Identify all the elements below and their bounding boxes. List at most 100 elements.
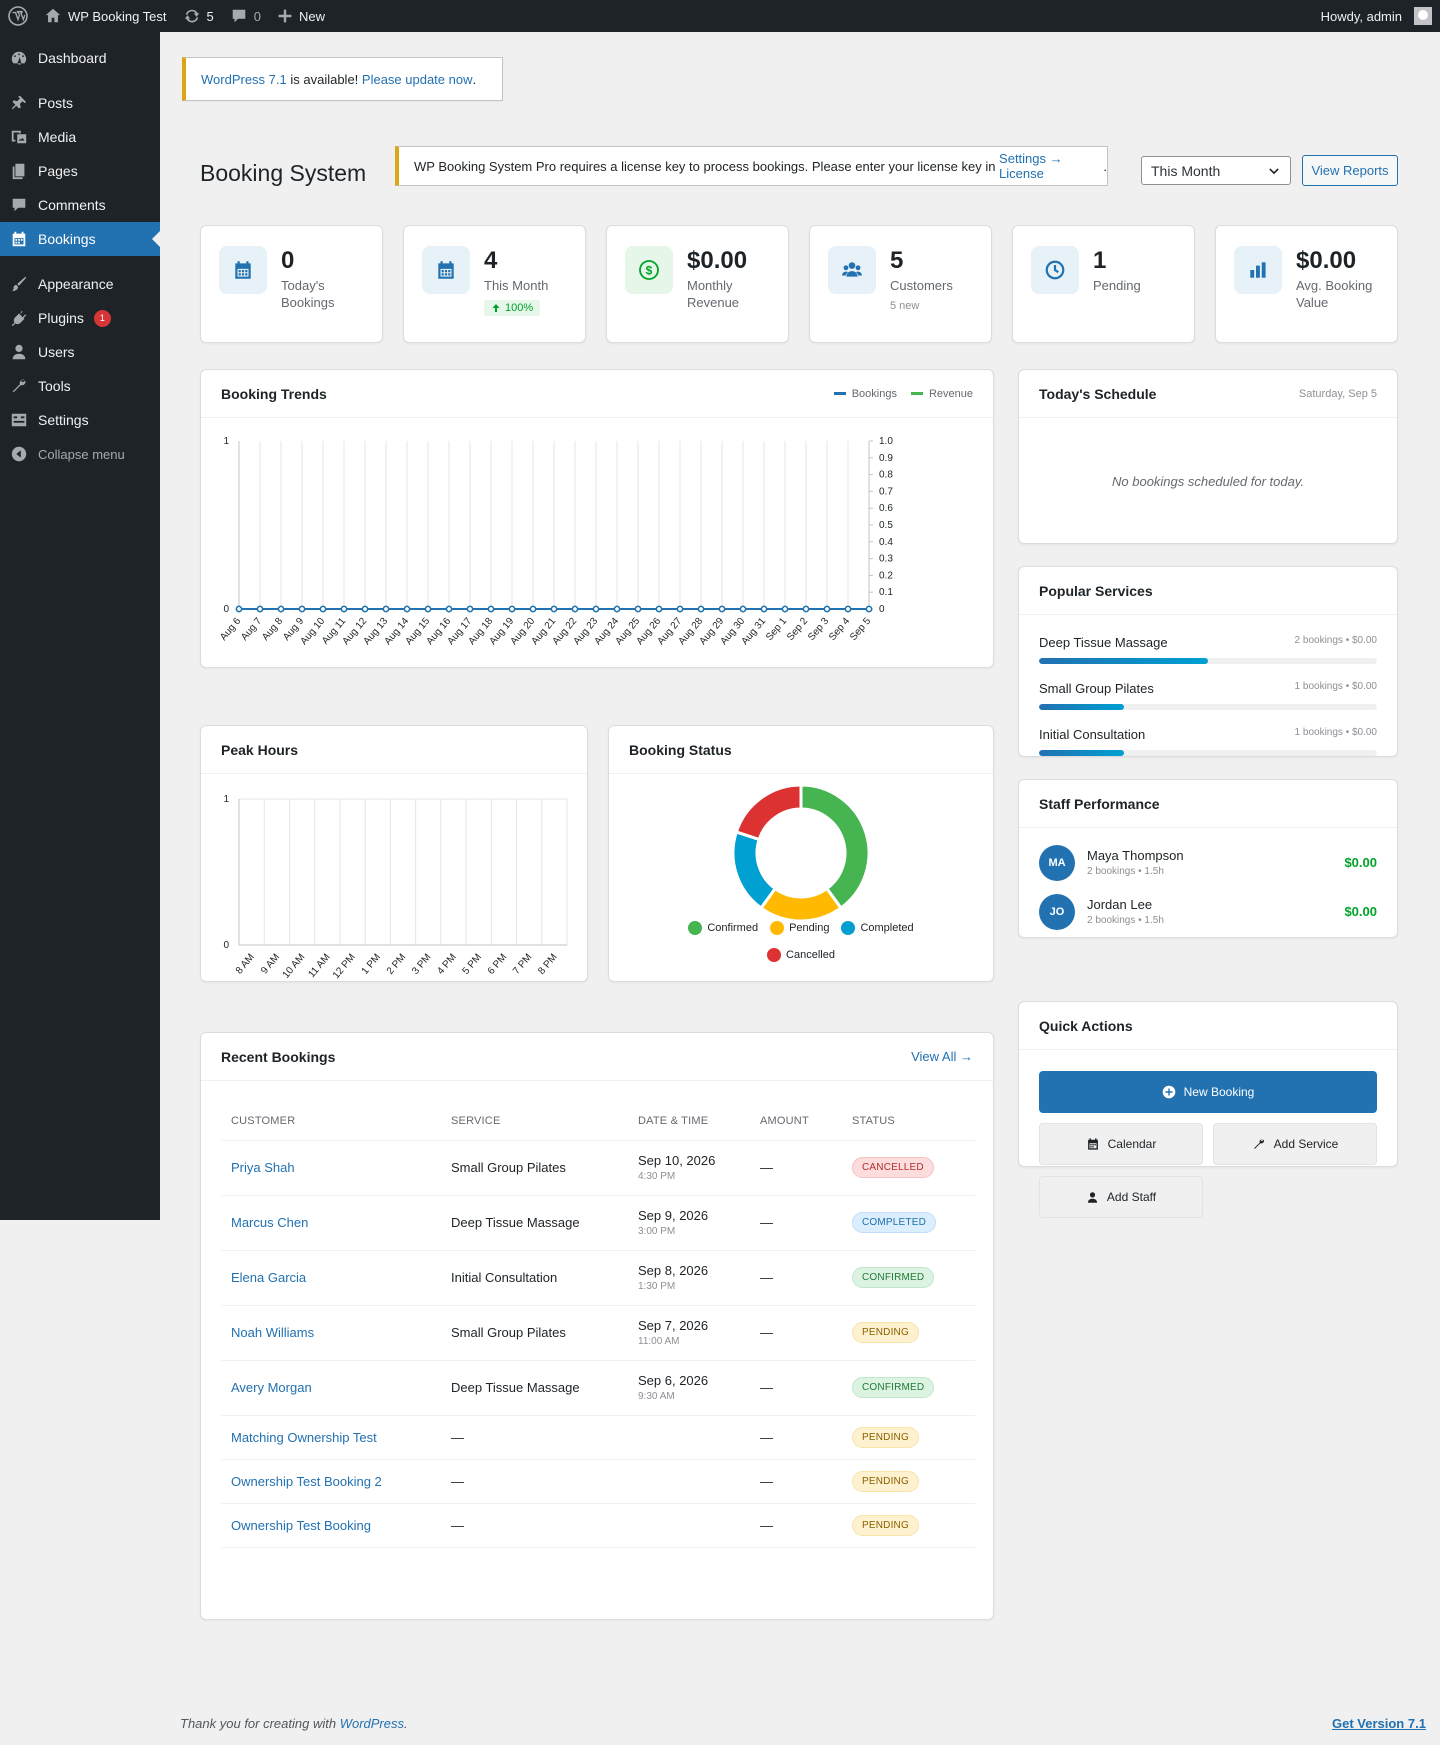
customer-link[interactable]: Marcus Chen [221, 1195, 441, 1251]
period-select[interactable]: This Month [1141, 156, 1291, 185]
card-title: Popular Services [1039, 582, 1153, 599]
data-point-bookings [718, 605, 726, 613]
card-title: Booking Trends [221, 385, 327, 402]
status-badge: CONFIRMED [852, 1267, 935, 1288]
y-tick-label-right: 0.6 [879, 503, 893, 514]
card-header: Booking Status [609, 726, 993, 774]
table-row[interactable]: Noah Williams Small Group Pilates Sep 7, 2… [221, 1305, 975, 1361]
collapse-icon [11, 446, 27, 462]
data-point-bookings [676, 605, 684, 613]
sidebar-item-pages[interactable]: Pages [0, 154, 160, 188]
card-header: Peak Hours [201, 726, 587, 774]
staff-name: Jordan Lee [1087, 897, 1153, 912]
view-all-link[interactable]: View All → [911, 1049, 973, 1064]
plus-circle-icon [1162, 1085, 1175, 1099]
stat-label: This Month [484, 278, 549, 293]
site-name: WP Booking Test [68, 8, 167, 24]
sidebar-item-label: Appearance [38, 276, 114, 292]
customer-link[interactable]: Avery Morgan [221, 1360, 441, 1416]
table-row[interactable]: Priya Shah Small Group Pilates Sep 10, 202… [221, 1140, 975, 1196]
y-tick-label-right: 0.3 [879, 554, 893, 565]
license-notice-text: WP Booking System Pro requires a license… [414, 158, 1000, 174]
account-menu[interactable]: Howdy, admin [1313, 0, 1440, 32]
add-service-button[interactable]: Add Service [1213, 1123, 1377, 1165]
data-point-bookings [382, 605, 390, 613]
customer-link[interactable]: Noah Williams [221, 1305, 441, 1361]
sidebar-item-tools[interactable]: Tools [0, 369, 160, 403]
sidebar-item-posts[interactable]: Posts [0, 86, 160, 120]
service-cell: Small Group Pilates [441, 1305, 628, 1361]
data-point-bookings [802, 605, 810, 613]
legend-item-revenue[interactable]: Revenue [910, 388, 973, 400]
y-tick-label-right: 0.8 [879, 470, 893, 481]
new-booking-button[interactable]: New Booking [1039, 1071, 1377, 1113]
customer-link[interactable]: Matching Ownership Test [221, 1415, 441, 1460]
pages-icon [12, 163, 25, 180]
collapse-menu-button[interactable]: Collapse menu [0, 437, 160, 471]
booking-time: 4:30 PM [638, 1171, 676, 1182]
sidebar-item-plugins[interactable]: Plugins 1 [0, 301, 160, 335]
x-tick-label: Sep 5 [848, 616, 874, 643]
table-row[interactable]: Elena Garcia Initial Consultation Sep 8, 2… [221, 1250, 975, 1306]
add-staff-button[interactable]: Add Staff [1039, 1176, 1203, 1218]
service-meta: 1 bookings • $0.00 [1294, 681, 1377, 692]
howdy-text: Howdy, admin [1320, 8, 1402, 24]
card-header: Booking Trends Bookings Revenue [201, 370, 993, 418]
card-header: Quick Actions [1019, 1002, 1397, 1050]
legend-item-cancelled[interactable]: Cancelled [767, 948, 835, 962]
get-version-link[interactable]: Get Version 7.1 [1332, 1716, 1426, 1731]
status-cell: PENDING [842, 1305, 975, 1361]
customer-link[interactable]: Priya Shah [221, 1140, 441, 1196]
wordpress-link[interactable]: WordPress [339, 1716, 404, 1731]
service-cell: — [441, 1415, 628, 1460]
customer-link[interactable]: Ownership Test Booking [221, 1503, 441, 1548]
svg-text:$: $ [646, 264, 653, 278]
customer-link[interactable]: Ownership Test Booking 2 [221, 1459, 441, 1504]
user-icon [12, 344, 26, 360]
y-tick-label-right: 0.5 [879, 520, 893, 531]
table-row[interactable]: Ownership Test Booking 2— — PENDING [221, 1459, 975, 1504]
legend-item-pending[interactable]: Pending [770, 921, 829, 935]
service-meta: 1 bookings • $0.00 [1294, 727, 1377, 738]
data-point-bookings [844, 605, 852, 613]
legend-item-bookings[interactable]: Bookings [833, 387, 897, 400]
sidebar-item-media[interactable]: Media [0, 120, 160, 154]
new-content-link[interactable]: New [269, 0, 333, 32]
update-now-link[interactable]: Please update now [361, 71, 473, 87]
booking-date: Sep 10, 2026 [638, 1153, 716, 1168]
stat-label: Today's Bookings [281, 278, 335, 310]
calendar-button[interactable]: Calendar [1039, 1123, 1203, 1165]
stat-card-todays-bookings: 0 Today's Bookings [200, 225, 383, 343]
comment-icon [232, 9, 246, 23]
amount-cell: — [750, 1415, 842, 1460]
license-settings-link[interactable]: Settings → License [999, 151, 1063, 181]
data-point-bookings [256, 605, 264, 613]
service-bar-fill [1039, 658, 1208, 664]
update-notice: WordPress 7.1 is available! Please updat… [182, 57, 503, 101]
table-row[interactable]: Matching Ownership Test — — PENDING [221, 1415, 975, 1460]
sidebar-item-users[interactable]: Users [0, 335, 160, 369]
sidebar-item-dashboard[interactable]: Dashboard [0, 41, 160, 75]
legend-item-confirmed[interactable]: Confirmed [688, 921, 758, 935]
site-name-link[interactable]: WP Booking Test [36, 0, 175, 32]
wordpress-version-link[interactable]: WordPress 7.1 [201, 71, 287, 87]
comments-link[interactable]: 0 [222, 0, 269, 32]
sidebar-item-appearance[interactable]: Appearance [0, 267, 160, 301]
table-row[interactable]: Avery Morgan Deep Tissue Massage Sep 6, 20… [221, 1360, 975, 1416]
table-header-row: CUSTOMER SERVICE DATE & TIME AMOUNT STAT… [221, 1102, 975, 1141]
table-row[interactable]: Marcus Chen Deep Tissue Massage Sep 9, 202… [221, 1195, 975, 1251]
updates-link[interactable]: 5 [175, 0, 222, 32]
legend-label: Bookings [851, 387, 897, 400]
customer-link[interactable]: Elena Garcia [221, 1250, 441, 1306]
calendar-icon [422, 246, 470, 294]
sidebar-item-settings[interactable]: Settings [0, 403, 160, 437]
sidebar-item-label: Posts [38, 95, 74, 111]
wordpress-logo-icon[interactable] [0, 0, 36, 32]
legend-item-completed[interactable]: Completed [841, 921, 914, 935]
table-row[interactable]: Ownership Test Booking — — PENDING [221, 1503, 975, 1548]
data-point-bookings [592, 605, 600, 613]
view-reports-button[interactable]: View Reports [1302, 155, 1398, 186]
x-tick-label: 5 PM [461, 952, 484, 977]
sidebar-item-bookings[interactable]: Bookings [0, 222, 160, 256]
sidebar-item-comments[interactable]: Comments [0, 188, 160, 222]
